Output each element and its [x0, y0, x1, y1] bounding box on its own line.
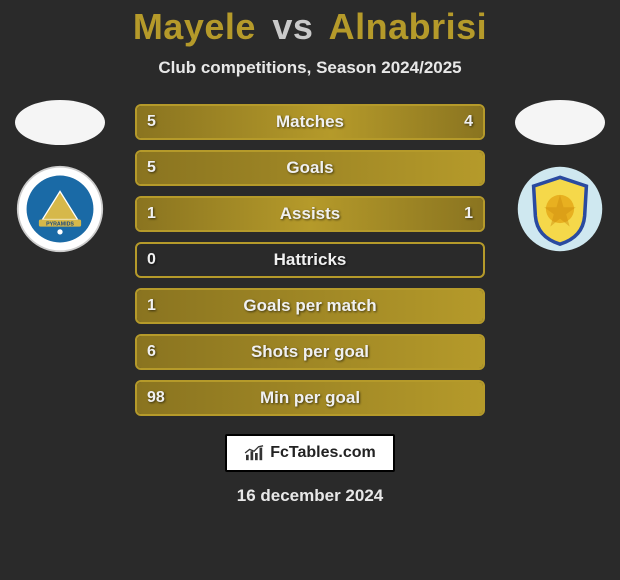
stat-value-left: 1 [147, 297, 156, 315]
date-line: 16 december 2024 [0, 486, 620, 506]
stat-value-right: 4 [464, 113, 473, 131]
stats-container: 5 4 Matches 5 Goals 1 1 Assists 0 Hattricks 1 Goals… [135, 104, 485, 416]
stat-value-left: 5 [147, 159, 156, 177]
stat-row: 1 Goals per match [135, 288, 485, 324]
brand-text: FcTables.com [270, 444, 376, 462]
stat-value-left: 98 [147, 389, 165, 407]
right-avatar-col [515, 100, 605, 253]
player1-avatar-placeholder [15, 100, 105, 145]
brand-badge: FcTables.com [225, 434, 395, 472]
stat-value-right: 1 [464, 205, 473, 223]
stat-row: 0 Hattricks [135, 242, 485, 278]
stat-row: 6 Shots per goal [135, 334, 485, 370]
stat-label: Hattricks [274, 250, 347, 270]
stat-row: 5 Goals [135, 150, 485, 186]
brand-chart-icon [244, 444, 266, 462]
stat-row: 98 Min per goal [135, 380, 485, 416]
stat-label: Assists [280, 204, 340, 224]
stat-label: Goals [286, 158, 333, 178]
player2-club-logo [516, 165, 604, 253]
stat-value-left: 6 [147, 343, 156, 361]
stat-value-left: 5 [147, 113, 156, 131]
stat-value-left: 1 [147, 205, 156, 223]
stat-label: Min per goal [260, 388, 360, 408]
stat-fill-right [331, 106, 483, 138]
stat-label: Goals per match [243, 296, 376, 316]
player1-club-logo: PYRAMIDS [16, 165, 104, 253]
player1-name: Mayele [133, 6, 256, 47]
player2-avatar-placeholder [515, 100, 605, 145]
subtitle: Club competitions, Season 2024/2025 [0, 58, 620, 78]
left-avatar-col: PYRAMIDS [15, 100, 105, 253]
stat-row: 1 1 Assists [135, 196, 485, 232]
player2-name: Alnabrisi [329, 6, 488, 47]
vs-label: vs [272, 6, 313, 47]
stat-value-left: 0 [147, 251, 156, 269]
comparison-title: Mayele vs Alnabrisi [0, 0, 620, 48]
stat-label: Matches [276, 112, 344, 132]
svg-text:PYRAMIDS: PYRAMIDS [46, 222, 74, 228]
stat-row: 5 4 Matches [135, 104, 485, 140]
stat-label: Shots per goal [251, 342, 369, 362]
